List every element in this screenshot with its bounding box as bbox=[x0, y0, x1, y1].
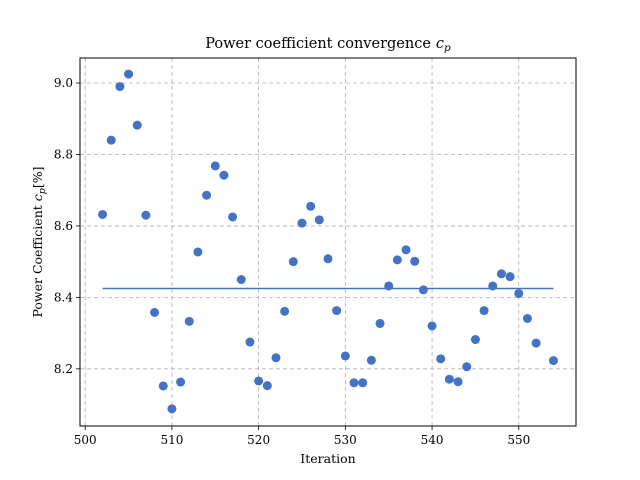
data-point bbox=[98, 209, 108, 219]
x-tick-label: 550 bbox=[507, 433, 530, 447]
data-point bbox=[418, 285, 428, 295]
x-tick-label: 510 bbox=[160, 433, 183, 447]
data-point bbox=[392, 255, 402, 265]
data-point bbox=[210, 161, 220, 171]
chart-title-symbol: c bbox=[436, 36, 444, 52]
data-point bbox=[427, 321, 437, 331]
chart-title: Power coefficient convergence cp bbox=[205, 36, 451, 54]
data-point bbox=[522, 313, 532, 323]
data-point bbox=[340, 351, 350, 361]
data-point bbox=[366, 355, 376, 365]
data-point bbox=[202, 190, 212, 200]
data-point bbox=[323, 254, 333, 264]
data-point bbox=[167, 404, 177, 414]
data-point bbox=[288, 257, 298, 267]
data-point bbox=[462, 362, 472, 372]
y-axis-label-unit: [%] bbox=[30, 166, 45, 188]
x-tick-label: 540 bbox=[421, 433, 444, 447]
data-point bbox=[141, 210, 151, 220]
axis-ticks: 500 510 520 530 540 550 8.2 8.4 8.6 8.8 9.0 bbox=[54, 76, 530, 447]
data-point bbox=[410, 256, 420, 266]
data-point bbox=[505, 272, 515, 282]
y-axis-label: Power Coefficient cp[%] bbox=[30, 166, 48, 317]
data-point bbox=[150, 307, 160, 317]
data-point bbox=[297, 218, 307, 228]
data-point bbox=[375, 318, 385, 328]
y-tick-label: 8.4 bbox=[54, 290, 73, 304]
data-point bbox=[470, 335, 480, 345]
data-point bbox=[262, 381, 272, 391]
data-point bbox=[306, 201, 316, 211]
data-point bbox=[236, 275, 246, 285]
data-point bbox=[219, 170, 229, 180]
data-point bbox=[158, 381, 168, 391]
data-point bbox=[488, 281, 498, 291]
data-point bbox=[124, 69, 134, 79]
data-point bbox=[193, 247, 203, 257]
chart-title-main: Power coefficient convergence bbox=[205, 36, 431, 52]
data-point bbox=[115, 82, 125, 92]
data-point bbox=[444, 374, 454, 384]
x-tick-label: 500 bbox=[74, 433, 97, 447]
y-axis-label-symbol: c bbox=[30, 194, 45, 201]
data-point bbox=[548, 356, 558, 366]
data-point bbox=[254, 376, 264, 386]
y-tick-label: 8.8 bbox=[54, 147, 73, 161]
grid-lines bbox=[80, 58, 576, 426]
data-point bbox=[496, 269, 506, 279]
data-point bbox=[401, 245, 411, 255]
data-points bbox=[98, 69, 558, 414]
data-point bbox=[314, 215, 324, 225]
data-point bbox=[453, 377, 463, 387]
data-point bbox=[514, 288, 524, 298]
data-point bbox=[384, 281, 394, 291]
data-point bbox=[436, 354, 446, 364]
data-point bbox=[358, 378, 368, 388]
y-axis-label-main: Power Coefficient bbox=[30, 205, 45, 317]
data-point bbox=[271, 353, 281, 363]
y-tick-label: 8.6 bbox=[54, 219, 73, 233]
x-tick-label: 520 bbox=[247, 433, 270, 447]
data-point bbox=[228, 212, 238, 222]
data-point bbox=[349, 378, 359, 388]
data-point bbox=[176, 377, 186, 387]
y-axis-label-subscript: p bbox=[37, 188, 48, 194]
x-axis-label: Iteration bbox=[300, 451, 355, 466]
data-point bbox=[106, 135, 116, 145]
data-point bbox=[280, 306, 290, 316]
plot-frame bbox=[79, 57, 577, 427]
data-point bbox=[132, 120, 142, 130]
chart-title-subscript: p bbox=[444, 42, 451, 54]
data-point bbox=[479, 306, 489, 316]
data-point bbox=[184, 316, 194, 326]
x-tick-label: 530 bbox=[334, 433, 357, 447]
y-tick-label: 8.2 bbox=[54, 362, 73, 376]
data-point bbox=[332, 306, 342, 316]
data-point bbox=[531, 338, 541, 348]
data-point bbox=[245, 337, 255, 347]
y-tick-label: 9.0 bbox=[54, 76, 73, 90]
